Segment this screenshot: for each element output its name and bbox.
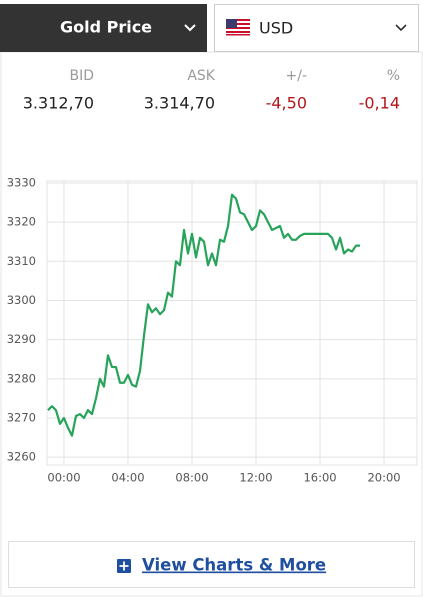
plus-sign xyxy=(119,561,129,571)
currency-dropdown[interactable]: USD xyxy=(214,4,419,52)
y-tick-label: 3280 xyxy=(7,371,36,385)
x-tick-label: 20:00 xyxy=(367,471,400,485)
chevron xyxy=(395,24,407,32)
quote-label: BID xyxy=(69,68,94,84)
chevron xyxy=(184,24,196,32)
quote-value: 3.312,70 xyxy=(23,94,94,113)
dropdown-bg xyxy=(0,4,207,52)
y-tick-label: 3290 xyxy=(7,332,36,346)
instrument-dropdown[interactable]: Gold Price xyxy=(0,4,207,52)
quote-label: % xyxy=(387,68,400,84)
instrument-name: Gold Price xyxy=(60,18,152,37)
y-tick-label: 3310 xyxy=(7,254,36,268)
y-tick-label: 3260 xyxy=(7,450,36,464)
plot-frame xyxy=(46,180,418,466)
y-tick-label: 3320 xyxy=(7,215,36,229)
quote-value: 3.314,70 xyxy=(144,94,215,113)
chart: 3260 3270 3280 3290 3300 3310 3320 3330 00:00 04:… xyxy=(7,175,417,485)
quote-label: +/- xyxy=(286,68,308,84)
quote-value: -4,50 xyxy=(266,94,307,113)
link-text: View Charts & More xyxy=(142,556,326,575)
quote-value: -0,14 xyxy=(359,94,400,113)
currency-name: USD xyxy=(259,19,293,38)
us-flag xyxy=(226,19,250,36)
x-tick-label: 08:00 xyxy=(175,471,208,485)
y-tick-label: 3270 xyxy=(7,410,36,424)
x-tick-label: 16:00 xyxy=(303,471,336,485)
widget-frame xyxy=(0,51,423,597)
x-tick-label: 00:00 xyxy=(47,471,80,485)
y-tick-label: 3330 xyxy=(7,175,36,189)
link-box xyxy=(8,541,415,588)
price-line xyxy=(47,193,361,437)
x-tick-label: 04:00 xyxy=(111,471,144,485)
view-charts-link[interactable]: View Charts & More xyxy=(8,541,415,588)
y-tick-label: 3300 xyxy=(7,293,36,307)
quote-label: ASK xyxy=(187,68,215,84)
x-tick-label: 12:00 xyxy=(239,471,272,485)
